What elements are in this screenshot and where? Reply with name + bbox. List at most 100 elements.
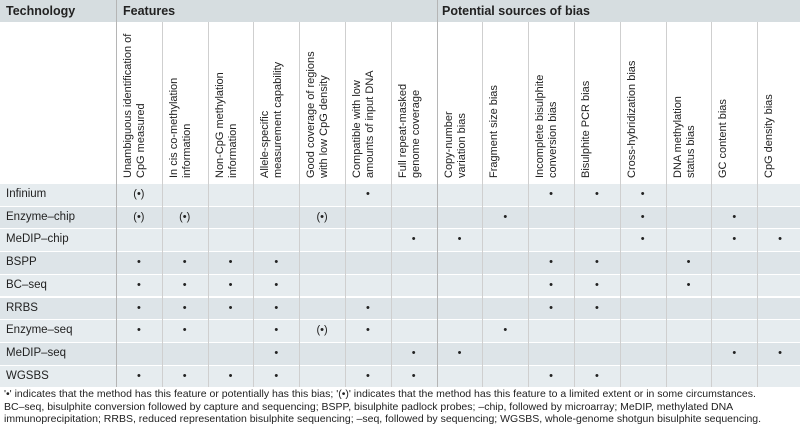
feature-mark: • (778, 346, 783, 359)
footnote: '•' indicates that the method has this f… (4, 388, 794, 426)
feature-mark: • (136, 278, 141, 291)
feature-mark: • (549, 278, 554, 291)
feature-mark: • (732, 233, 737, 246)
column-header-line: Copy-number (442, 111, 455, 178)
table-row (0, 228, 800, 252)
row-label: RRBS (6, 301, 38, 314)
column-header-line: Fragment size bias (488, 85, 501, 178)
column-header: Bisulphite PCR bias (580, 28, 614, 178)
row-divider (0, 205, 800, 207)
table-row (0, 183, 800, 206)
column-header: Non-CpG methylation information (214, 28, 248, 178)
column-divider (299, 22, 301, 388)
column-header: Good coverage of regions with low CpG den… (305, 28, 339, 178)
feature-mark: • (640, 233, 645, 246)
row-label: MeDIP–chip (6, 233, 69, 246)
column-header: Full repeat-masked genome coverage (397, 28, 431, 178)
feature-mark: • (365, 301, 370, 314)
feature-mark: • (503, 210, 508, 223)
row-divider (0, 273, 800, 275)
column-header: In cis co-methylation information (168, 28, 202, 178)
feature-mark: • (549, 188, 554, 200)
column-header-line: Allele-specific (259, 110, 272, 178)
table-row (0, 251, 800, 274)
feature-mark: • (457, 233, 462, 246)
feature-mark: • (594, 278, 599, 291)
column-divider (390, 22, 392, 388)
feature-mark: • (274, 256, 279, 269)
table-row (0, 205, 800, 229)
column-divider (436, 0, 438, 388)
column-header: Cross-hybridization bias (626, 28, 660, 178)
feature-mark: (•) (316, 210, 328, 223)
feature-mark: (•) (133, 210, 145, 223)
column-header-line: status bias (684, 125, 697, 178)
column-divider (207, 22, 209, 388)
feature-mark: • (274, 278, 279, 291)
feature-mark: • (457, 346, 462, 359)
feature-mark: • (732, 210, 737, 223)
feature-mark: • (594, 301, 599, 314)
feature-mark: • (365, 188, 370, 200)
column-header: Unambiguous identification of CpG measure… (122, 28, 156, 178)
row-label: Enzyme–chip (6, 210, 76, 223)
feature-mark: • (411, 233, 416, 246)
feature-mark: • (228, 369, 233, 382)
feature-mark: • (594, 369, 599, 382)
column-header: CpG density bias (763, 28, 797, 178)
feature-mark: • (274, 346, 279, 359)
feature-mark: • (365, 369, 370, 382)
feature-mark: • (228, 278, 233, 291)
column-header: Incomplete bisulphite conversion bias (534, 28, 568, 178)
feature-mark: • (594, 256, 599, 269)
feature-mark: (•) (316, 324, 328, 337)
table-row (0, 364, 800, 388)
column-header-line: conversion bias (546, 101, 559, 178)
row-label: Enzyme–seq (6, 324, 73, 337)
bias-header: Potential sources of bias (442, 4, 590, 18)
feature-mark: • (182, 324, 187, 337)
row-divider (0, 364, 800, 366)
feature-mark: • (411, 369, 416, 382)
feature-mark: • (549, 301, 554, 314)
feature-mark: • (274, 301, 279, 314)
row-divider (0, 341, 800, 343)
feature-mark: • (549, 256, 554, 269)
column-header-line: CpG density bias (763, 94, 776, 178)
column-header-line: Compatible with low (351, 80, 363, 178)
column-divider (757, 22, 759, 388)
footnote-line: immunoprecipitation; RRBS, reduced repre… (4, 413, 762, 426)
column-divider (482, 22, 484, 388)
feature-mark: • (686, 278, 691, 291)
row-divider (0, 228, 800, 230)
feature-mark: • (136, 256, 141, 269)
column-header-line: Unambiguous identification of (122, 33, 134, 178)
column-header-line: DNA methylation (671, 96, 684, 178)
feature-mark: (•) (133, 188, 145, 200)
feature-mark: • (640, 188, 645, 200)
column-divider (161, 22, 163, 388)
footnote-line: BC–seq, bisulphite conversion followed b… (4, 400, 734, 413)
row-label: WGSBS (6, 369, 49, 382)
row-divider (0, 183, 800, 184)
feature-mark: • (182, 256, 187, 269)
column-header-line: GC content bias (717, 99, 730, 178)
column-header: GC content bias (717, 28, 751, 178)
feature-mark: • (274, 369, 279, 382)
footnote-line: '•' indicates that the method has this f… (4, 388, 756, 400)
row-label: BC–seq (6, 278, 47, 291)
feature-mark: • (686, 256, 691, 269)
column-divider (116, 0, 117, 388)
technology-header: Technology (6, 4, 76, 18)
column-divider (574, 22, 575, 388)
column-header-line: Good coverage of regions (305, 51, 318, 178)
row-label: MeDIP–seq (6, 346, 67, 359)
feature-mark: • (228, 256, 233, 269)
feature-mark: • (274, 324, 279, 337)
feature-mark: • (594, 188, 599, 200)
column-divider (345, 22, 346, 388)
row-divider (0, 251, 800, 253)
column-header-line: with low CpG density (317, 75, 330, 178)
table-row (0, 273, 800, 297)
